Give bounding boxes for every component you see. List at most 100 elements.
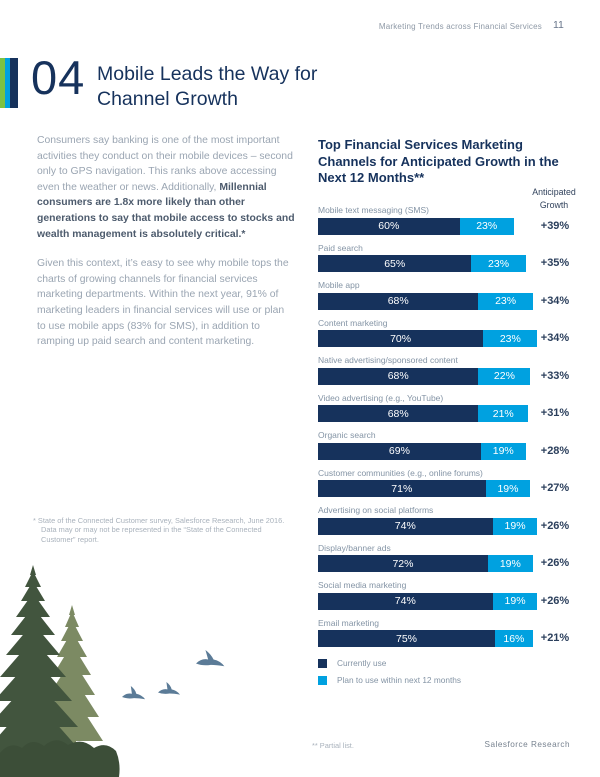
bar-track: 68% 21% [318, 405, 554, 422]
accent-stripes [0, 58, 18, 108]
bar-category-label: Native advertising/sponsored content [318, 355, 458, 365]
bar-segment-plan-to-use: 23% [459, 217, 514, 235]
legend-label: Currently use [337, 658, 387, 668]
bar-category-label: Organic search [318, 430, 376, 440]
bar-segment-currently-use: 75% [318, 630, 495, 647]
legend-label: Plan to use within next 12 months [337, 675, 462, 685]
bar-category-label: Social media marketing [318, 580, 407, 590]
footnote: * State of the Connected Customer survey… [33, 516, 285, 544]
section-title: Mobile Leads the Way for Channel Growth [97, 62, 317, 111]
page-number: 11 [553, 19, 564, 31]
bar-segment-currently-use: 65% [318, 255, 472, 272]
bar-track: 70% 23% [318, 330, 554, 347]
section-number: 04 [31, 51, 86, 104]
bar-segment-currently-use: 72% [318, 555, 488, 572]
chart-row: Native advertising/sponsored content 68% 2… [318, 355, 578, 385]
anticipated-growth-value: +27% [540, 482, 570, 494]
bar-segment-plan-to-use: 16% [495, 630, 533, 647]
chart-row: Organic search 69% 19% +28% [318, 430, 578, 460]
chart-row: Email marketing 75% 16% +21% [318, 617, 578, 647]
bar-track: 60% 23% [318, 217, 554, 235]
chart-row: Content marketing 70% 23% +34% [318, 317, 578, 347]
legend-item: Currently use [318, 658, 461, 668]
bar-segment-plan-to-use: 23% [471, 255, 526, 272]
bar-segment-currently-use: 74% [318, 517, 493, 535]
chart-rows: Mobile text messaging (SMS) 60% 23% +39% Pai… [318, 205, 578, 655]
bar-segment-currently-use: 68% [318, 292, 479, 310]
chart-row: Mobile text messaging (SMS) 60% 23% +39% [318, 205, 578, 235]
growth-chart: Top Financial Services Marketing Channel… [318, 137, 578, 647]
accent-stripe-cyan [5, 58, 10, 108]
chart-row: Paid search 65% 23% +35% [318, 242, 578, 272]
bar-segment-currently-use: 69% [318, 442, 481, 460]
chart-row: Social media marketing 74% 19% +26% [318, 580, 578, 610]
bird-icon [158, 682, 181, 695]
bar-segment-plan-to-use: 19% [492, 517, 538, 535]
accent-stripe-green [0, 58, 5, 108]
bar-category-label: Mobile app [318, 280, 360, 290]
paragraph-1-bold: Millennial consumers are 1.8x more likel… [37, 181, 295, 240]
bar-segment-currently-use: 71% [318, 480, 486, 497]
bar-category-label: Advertising on social platforms [318, 505, 434, 515]
bar-segment-plan-to-use: 19% [480, 442, 526, 460]
paragraph-1-normal: Consumers say banking is one of the most… [37, 135, 293, 193]
bar-category-label: Video advertising (e.g., YouTube) [318, 392, 444, 403]
legend-swatch-icon [318, 675, 327, 685]
bar-track: 68% 23% [318, 292, 554, 310]
bar-segment-plan-to-use: 22% [478, 367, 531, 385]
legend-swatch-icon [318, 658, 327, 668]
bar-category-label: Mobile text messaging (SMS) [318, 205, 430, 215]
anticipated-growth-value: +31% [540, 407, 570, 419]
paragraph-1: Consumers say banking is one of the most… [37, 133, 295, 242]
bird-icon [196, 650, 225, 667]
anticipated-growth-value: +26% [540, 519, 570, 532]
anticipated-growth-value: +28% [540, 444, 570, 457]
bar-segment-plan-to-use: 21% [478, 405, 529, 422]
bar-category-label: Email marketing [318, 617, 379, 628]
bar-segment-currently-use: 60% [318, 217, 460, 235]
bar-track: 72% 19% [318, 555, 554, 572]
anticipated-growth-value: +21% [540, 632, 570, 644]
bar-track: 68% 22% [318, 367, 554, 385]
chart-row: Customer communities (e.g., online forum… [318, 467, 578, 497]
running-header: Marketing Trends across Financial Servic… [378, 22, 542, 31]
bar-track: 75% 16% [318, 630, 554, 647]
bar-segment-plan-to-use: 23% [478, 292, 533, 310]
bar-category-label: Paid search [318, 242, 363, 253]
chart-row: Advertising on social platforms 74% 19% +26… [318, 505, 578, 535]
anticipated-growth-value: +33% [540, 369, 570, 382]
bar-segment-currently-use: 70% [318, 330, 484, 347]
bar-category-label: Customer communities (e.g., online forum… [318, 467, 483, 478]
bar-segment-currently-use: 68% [318, 367, 479, 385]
bar-segment-plan-to-use: 23% [483, 330, 538, 347]
anticipated-growth-value: +39% [540, 219, 570, 232]
bar-track: 74% 19% [318, 592, 554, 610]
bar-category-label: Display/banner ads [318, 542, 391, 553]
bar-segment-plan-to-use: 19% [492, 592, 538, 610]
flying-birds-illustration [122, 650, 225, 700]
bar-segment-plan-to-use: 19% [487, 555, 533, 572]
bar-segment-currently-use: 74% [318, 592, 493, 610]
body-copy: Consumers say banking is one of the most… [37, 133, 295, 350]
anticipated-growth-header: Anticipated Growth [532, 187, 576, 210]
accent-stripe-navy [10, 58, 18, 108]
bar-track: 74% 19% [318, 517, 554, 535]
undergrowth [0, 740, 120, 777]
brand-footer: Salesforce Research [484, 740, 570, 749]
pine-trees-illustration [0, 565, 120, 777]
anticipated-growth-value: +26% [540, 557, 570, 569]
anticipated-growth-value: +34% [540, 294, 570, 307]
chart-row: Video advertising (e.g., YouTube) 68% 21% +… [318, 392, 578, 422]
chart-legend: Currently use Plan to use within next 12 … [318, 658, 461, 692]
chart-title: Top Financial Services Marketing Channel… [318, 137, 559, 185]
partial-list-note: ** Partial list. [312, 741, 354, 750]
bar-segment-plan-to-use: 19% [485, 480, 531, 497]
bar-track: 71% 19% [318, 480, 554, 497]
section-title-line1: Mobile Leads the Way for [97, 63, 318, 85]
chart-row: Display/banner ads 72% 19% +26% [318, 542, 578, 572]
bar-track: 69% 19% [318, 442, 554, 460]
bar-category-label: Content marketing [318, 317, 388, 328]
bird-icon [122, 686, 146, 700]
section-title-line2: Channel Growth [97, 87, 238, 110]
